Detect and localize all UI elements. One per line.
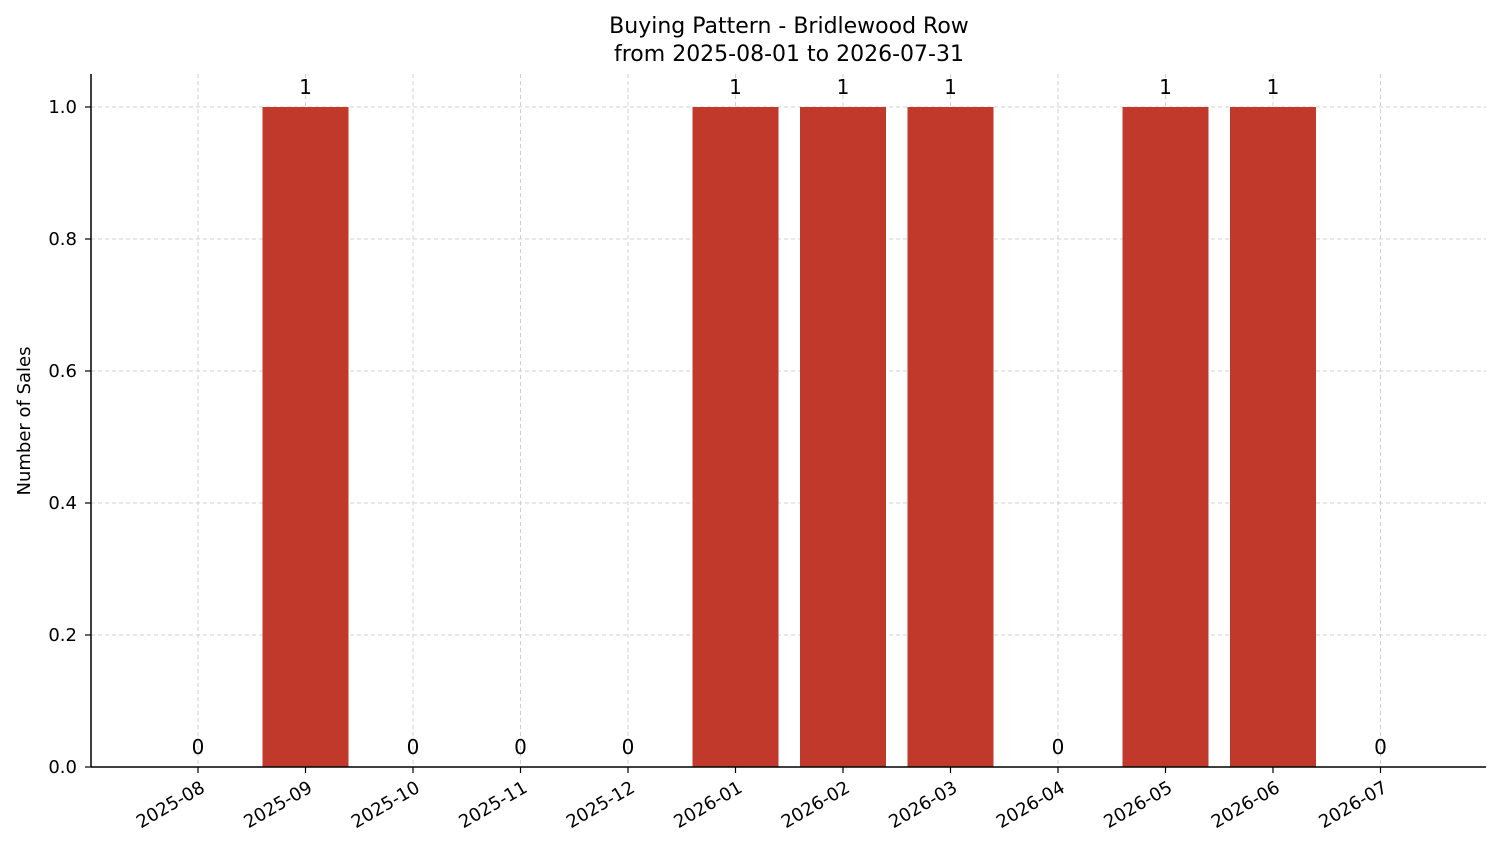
x-tick-label: 2026-02: [778, 777, 854, 833]
bar-value-label: 0: [1052, 735, 1065, 759]
bar-2026-02: [800, 107, 886, 767]
bar-2025-09: [262, 107, 349, 767]
chart-title: Buying Pattern - Bridlewood Row: [609, 14, 969, 39]
x-tick-label: 2026-05: [1100, 777, 1176, 833]
bars: [262, 107, 1316, 767]
bar-value-label: 0: [192, 735, 205, 759]
bar-value-label: 0: [514, 735, 527, 759]
x-tick-label: 2025-09: [240, 777, 316, 833]
y-tick-label: 1.0: [48, 97, 77, 118]
x-tick-label: 2025-12: [563, 777, 639, 833]
bar-value-label: 0: [622, 735, 635, 759]
x-ticks: 2025-08 2025-09 2025-10 2025-11 2025-12 2026-…: [133, 767, 1391, 833]
y-tick-label: 0.8: [48, 229, 77, 250]
bar-2026-03: [907, 107, 994, 767]
x-tick-label: 2026-03: [885, 777, 961, 833]
bar-value-label: 1: [1267, 75, 1280, 99]
bar-value-label: 0: [1374, 735, 1387, 759]
bar-value-label: 1: [299, 75, 312, 99]
bar-2026-05: [1122, 107, 1209, 767]
y-tick-label: 0.6: [48, 361, 77, 382]
y-tick-label: 0.0: [48, 757, 77, 778]
bar-2026-06: [1230, 107, 1316, 767]
chart-subtitle: from 2025-08-01 to 2026-07-31: [614, 42, 964, 67]
bar-labels: 0 1 0 0 0 1 1 1 0 1 1 0: [192, 75, 1387, 759]
axes: [90, 74, 1486, 768]
x-tick-label: 2026-01: [670, 777, 746, 833]
bar-value-label: 1: [729, 75, 742, 99]
y-tick-label: 0.2: [48, 625, 77, 646]
x-tick-label: 2025-11: [455, 777, 531, 833]
x-tick-label: 2026-06: [1208, 777, 1284, 833]
x-tick-label: 2026-07: [1315, 777, 1391, 833]
y-tick-label: 0.4: [48, 493, 77, 514]
x-tick-label: 2026-04: [993, 777, 1069, 833]
x-tick-label: 2025-10: [348, 777, 424, 833]
y-axis-label: Number of Sales: [14, 346, 35, 495]
bar-value-label: 1: [1159, 75, 1172, 99]
bar-2026-01: [692, 107, 779, 767]
bar-value-label: 1: [837, 75, 850, 99]
y-ticks: 0.0 0.2 0.4 0.6 0.8 1.0: [48, 97, 91, 778]
bar-value-label: 1: [944, 75, 957, 99]
x-tick-label: 2025-08: [133, 777, 209, 833]
bar-value-label: 0: [407, 735, 420, 759]
